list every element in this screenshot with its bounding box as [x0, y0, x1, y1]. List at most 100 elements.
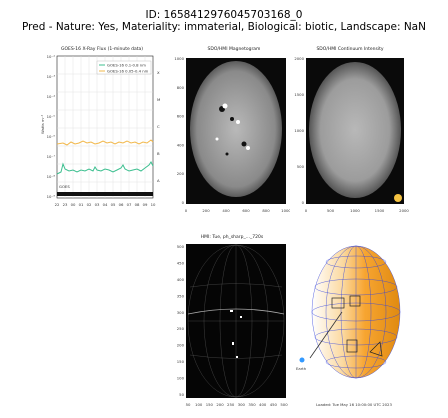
- grid-x-tick-label: 350: [248, 402, 256, 407]
- grid-x-tick-label: 300: [238, 402, 246, 407]
- white-x-tick-label: 1000: [350, 208, 360, 213]
- xray-right-axis: X M C B A: [157, 70, 160, 183]
- mag-x-tick-label: 400: [222, 208, 230, 213]
- white-x-axis: 0 500 1000 1500 2000: [305, 208, 410, 213]
- xray-x-tick-label: 08: [135, 202, 140, 207]
- grid-x-tick-label: 250: [227, 402, 235, 407]
- xray-left-tick-label: 10⁻⁶: [47, 134, 56, 139]
- grid-title: HMI: Tue, ph_sharp_..._720s: [201, 234, 264, 240]
- xray-left-axis: 10⁻² 10⁻³ 10⁻⁴ 10⁻⁵ 10⁻⁶ 10⁻⁷ 10⁻⁸ 10⁻⁹: [47, 54, 56, 199]
- grid-y-tick-label: 100: [177, 376, 185, 381]
- xray-left-tick-label: 10⁻⁵: [47, 114, 56, 119]
- xray-x-tick-label: 00: [71, 202, 76, 207]
- xray-x-tick-label: 07: [127, 202, 132, 207]
- mag-x-axis: 0 200 400 600 800 1000: [185, 208, 290, 213]
- mag-y-tick-label: 0: [182, 200, 185, 205]
- grid-x-tick-label: 200: [216, 402, 224, 407]
- continuum-panel: SDO/HMI Continuum Intensity 2000 1500 1000…: [294, 46, 410, 213]
- xray-x-tick-label: 22: [55, 202, 60, 207]
- xray-right-tick-label: A: [157, 178, 160, 183]
- mag-x-tick-label: 600: [242, 208, 250, 213]
- white-title: SDO/HMI Continuum Intensity: [316, 46, 383, 52]
- grid-y-tick-label: 500: [177, 244, 185, 249]
- mag-y-tick-label: 600: [177, 114, 185, 119]
- mag-y-tick-label: 200: [177, 171, 185, 176]
- grid-y-tick-label: 300: [177, 310, 185, 315]
- white-x-tick-label: 500: [327, 208, 335, 213]
- white-y-tick-label: 500: [297, 164, 305, 169]
- white-x-tick-label: 0: [305, 208, 308, 213]
- magnetogram-panel: SDO/HMI Magnetogram 1000 800 600 400 200 0 0 2…: [174, 46, 290, 213]
- xray-left-tick-label: 10⁻⁴: [47, 94, 56, 99]
- mag-y-tick-label: 1000: [174, 56, 184, 61]
- xray-x-tick-label: 05: [111, 202, 116, 207]
- xray-x-tick-label: 10: [151, 202, 156, 207]
- xray-x-tick-label: 06: [119, 202, 124, 207]
- mag-title: SDO/HMI Magnetogram: [208, 46, 261, 52]
- xray-left-tick-label: 10⁻⁷: [47, 154, 56, 159]
- xray-left-tick-label: 10⁻³: [47, 74, 56, 79]
- grid-y-tick-label: 400: [177, 277, 185, 282]
- grid-x-tick-label: 400: [259, 402, 267, 407]
- mag-x-tick-label: 200: [202, 208, 210, 213]
- xray-x-tick-label: 03: [95, 202, 100, 207]
- grid-y-tick-label: 200: [177, 343, 185, 348]
- xray-series-short: [56, 161, 154, 175]
- xray-right-tick-label: X: [157, 70, 160, 75]
- grid-y-tick-label: 450: [177, 260, 185, 265]
- xray-status-bar: [57, 192, 153, 196]
- mag-y-tick-label: 400: [177, 142, 185, 147]
- sun-disk-magnetogram: [190, 61, 282, 197]
- orbit-panel: Earth Loaded: Tue May 16 10:00:00 UTC 20…: [296, 245, 401, 407]
- grid-y-tick-label: 50: [179, 392, 184, 397]
- xray-footer: GOES: [59, 184, 70, 189]
- mag-x-tick-label: 800: [262, 208, 270, 213]
- logo-icon: [394, 194, 402, 202]
- mag-y-tick-label: 800: [177, 85, 185, 90]
- white-y-axis: 2000 1500 1000 500 0: [294, 56, 304, 205]
- grid-x-tick-label: 150: [206, 402, 214, 407]
- mag-x-tick-label: 0: [185, 208, 188, 213]
- grid-map-panel: HMI: Tue, ph_sharp_..._720s 500450400350…: [177, 234, 289, 407]
- xray-left-tick-label: 10⁻⁸: [47, 174, 56, 179]
- xray-title: GOES-16 X-Ray Flux (1-minute data): [61, 46, 143, 52]
- xray-right-tick-label: M: [157, 97, 160, 102]
- xray-series-long: [56, 139, 154, 146]
- xray-right-tick-label: C: [157, 124, 160, 129]
- mag-y-axis: 1000 800 600 400 200 0: [174, 56, 184, 205]
- xray-flux-plot: GOES-16 X-Ray Flux (1-minute data) 10⁻²1…: [40, 46, 160, 207]
- xray-legend-short: GOES-16 0.1-0.8 nm: [107, 63, 146, 68]
- xray-x-tick-label: 01: [79, 202, 84, 207]
- white-y-tick-label: 1500: [294, 92, 304, 97]
- xray-x-tick-label: 23: [63, 202, 68, 207]
- xray-legend-long: GOES-16 0.05-0.4 nm: [107, 69, 149, 74]
- white-y-tick-label: 0: [302, 200, 305, 205]
- orbit-footer: Loaded: Tue May 16 10:00:00 UTC 2023: [316, 402, 392, 407]
- sun-disk-continuum: [309, 62, 401, 198]
- grid-y-tick-label: 150: [177, 359, 185, 364]
- xray-left-tick-label: 10⁻²: [47, 54, 56, 59]
- grid-x-tick-label: 50: [186, 402, 191, 407]
- globe-wireframe: [311, 245, 401, 379]
- grid-y-tick-label: 250: [177, 326, 185, 331]
- xray-x-tick-label: 09: [143, 202, 148, 207]
- white-y-tick-label: 2000: [294, 56, 304, 61]
- mag-x-tick-label: 1000: [281, 208, 290, 213]
- grid-x-tick-label: 500: [280, 402, 288, 407]
- earth-label: Earth: [296, 366, 307, 371]
- grid-y-axis: 500 450 400 350 300 250 200 150 100 50: [177, 244, 185, 397]
- grid-y-tick-label: 350: [177, 293, 185, 298]
- xray-left-tick-label: 10⁻⁹: [47, 194, 56, 199]
- white-x-tick-label: 1500: [375, 208, 385, 213]
- earth-direction-arrow: [309, 311, 343, 359]
- xray-x-tick-label: 04: [103, 202, 108, 207]
- grid-x-tick-label: 100: [195, 402, 203, 407]
- xray-right-tick-label: B: [157, 151, 160, 156]
- xray-ylabel: Watts m⁻²: [40, 114, 45, 134]
- xray-x-tick-label: 02: [87, 202, 92, 207]
- earth-icon: [299, 357, 305, 363]
- white-x-tick-label: 2000: [399, 208, 409, 213]
- grid-x-axis: 50 100 150 200 250 300 350 400 450 500: [186, 402, 289, 407]
- white-y-tick-label: 1000: [294, 128, 304, 133]
- grid-x-tick-label: 450: [270, 402, 278, 407]
